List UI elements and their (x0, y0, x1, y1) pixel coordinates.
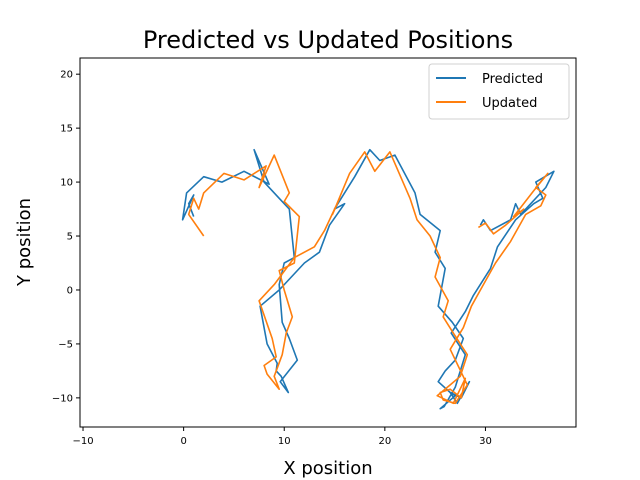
x-tick-label: 20 (378, 436, 391, 447)
series-line-updated (187, 151, 549, 405)
y-axis: −10 −5 0 5 10 15 20 (52, 70, 80, 404)
legend-label-predicted: Predicted (482, 72, 543, 87)
y-axis-label: Y position (14, 198, 35, 287)
y-tick-label: 10 (60, 178, 73, 189)
y-tick-label: 5 (67, 232, 73, 243)
y-tick-label: −10 (52, 393, 73, 404)
x-tick-label: 30 (479, 436, 492, 447)
legend-label-updated: Updated (482, 96, 537, 111)
x-tick-label: −10 (72, 436, 93, 447)
chart-title: Predicted vs Updated Positions (143, 26, 513, 54)
x-axis: −10 0 10 20 30 (72, 427, 492, 447)
y-tick-label: 0 (67, 285, 73, 296)
x-tick-label: 0 (180, 436, 186, 447)
x-tick-label: 10 (278, 436, 291, 447)
series-line-predicted (181, 148, 555, 410)
series-layer (181, 148, 555, 410)
x-axis-label: X position (283, 458, 372, 479)
y-tick-label: −5 (58, 339, 73, 350)
legend: Predicted Updated (428, 63, 570, 120)
y-tick-label: 20 (60, 70, 73, 81)
y-tick-label: 15 (60, 124, 73, 135)
